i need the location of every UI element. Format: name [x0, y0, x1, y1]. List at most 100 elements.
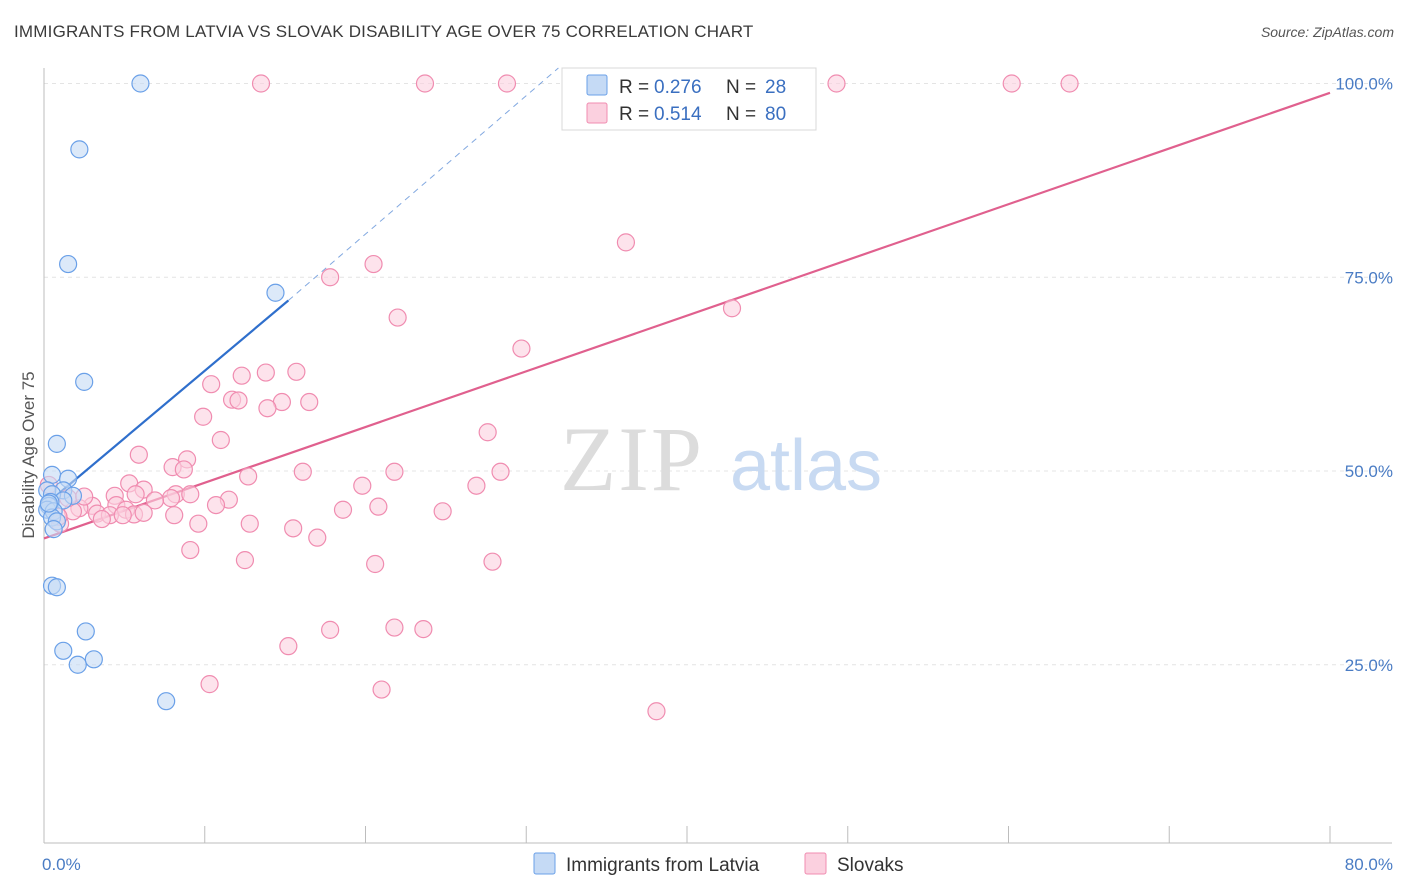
point-1-21 [258, 399, 277, 418]
point-0-4 [75, 372, 94, 391]
point-1-28 [174, 460, 193, 479]
point-1-61 [240, 514, 259, 533]
point-1-12 [512, 339, 531, 358]
point-1-62 [284, 519, 303, 538]
point-1-31 [491, 462, 510, 481]
point-1-5 [1002, 74, 1021, 93]
point-0-2 [59, 254, 78, 274]
point-1-9 [321, 268, 340, 287]
axes [43, 68, 1392, 844]
point-1-35 [467, 476, 486, 495]
point-1-1 [415, 74, 435, 93]
point-0-25 [68, 655, 87, 674]
trend-line-0 [43, 299, 290, 507]
y-tick-label-2: 75.0% [1345, 268, 1393, 287]
x-tick-labels: 0.0% 80.0% [42, 855, 1393, 874]
point-1-11 [722, 299, 742, 318]
point-1-2 [497, 74, 517, 93]
point-1-8 [364, 254, 383, 274]
point-1-37 [126, 485, 145, 504]
legend-r-value-latvia: 0.276 [654, 77, 702, 98]
point-1-70 [321, 620, 340, 639]
point-1-71 [385, 618, 404, 637]
point-0-5 [47, 434, 66, 453]
point-1-74 [200, 675, 219, 694]
point-0-19 [44, 520, 63, 539]
point-1-56 [113, 506, 132, 525]
point-1-58 [92, 509, 111, 529]
point-1-22 [194, 407, 213, 426]
legend-swatch-slovaks [586, 102, 608, 124]
point-0-21 [47, 578, 66, 597]
point-1-34 [353, 476, 372, 495]
point-1-32 [239, 467, 258, 486]
legend-n-label-slovaks: N = [726, 104, 756, 125]
bottom-legend-label-slovaks: Slovaks [837, 855, 904, 876]
legend-r-label-latvia: R = [619, 77, 649, 98]
point-0-27 [39, 494, 58, 513]
point-1-72 [414, 619, 433, 639]
point-1-14 [287, 362, 306, 381]
y-axis-label: Disability Age Over 75 [19, 371, 38, 538]
point-1-7 [616, 233, 636, 252]
y-tick-label-0: 25.0% [1345, 656, 1393, 675]
trend-line-1 [43, 91, 1331, 540]
point-0-0 [131, 74, 150, 93]
series-latvia-points [38, 74, 285, 711]
point-1-75 [372, 680, 391, 699]
point-1-63 [308, 528, 327, 547]
legend-n-value-slovaks: 80 [765, 104, 786, 125]
chart-title: IMMIGRANTS FROM LATVIA VS SLOVAK DISABIL… [14, 22, 754, 41]
point-1-4 [827, 74, 846, 93]
point-1-24 [211, 430, 230, 450]
point-0-24 [84, 650, 103, 669]
trend-lines [43, 67, 1331, 540]
bottom-legend: Immigrants from Latvia Slovaks [533, 852, 904, 876]
point-1-30 [385, 462, 404, 481]
point-1-59 [134, 503, 153, 522]
point-1-23 [478, 423, 497, 442]
point-1-40 [161, 489, 181, 508]
point-1-10 [388, 308, 407, 327]
legend: R = 0.276 N = 28 R = 0.514 N = 80 [561, 67, 817, 131]
legend-n-value-latvia: 28 [765, 77, 786, 98]
legend-r-label-slovaks: R = [619, 104, 649, 125]
source-label: Source: ZipAtlas.com [1260, 24, 1394, 40]
x-tick-label-1: 80.0% [1345, 855, 1393, 874]
y-tick-labels: 25.0% 50.0% 75.0% 100.0% [1335, 75, 1393, 675]
point-1-60 [189, 514, 208, 533]
legend-n-label-latvia: N = [726, 77, 756, 98]
point-1-0 [251, 74, 271, 93]
point-1-50 [333, 500, 353, 519]
point-1-68 [366, 554, 385, 574]
point-1-29 [293, 462, 312, 481]
series-slovaks-points [39, 74, 1079, 721]
point-1-16 [232, 366, 251, 385]
bottom-legend-swatch-latvia [533, 852, 556, 875]
point-1-66 [181, 540, 200, 560]
point-1-42 [145, 491, 165, 510]
point-1-39 [181, 485, 200, 504]
point-1-52 [433, 502, 452, 521]
point-1-6 [1060, 74, 1079, 93]
y-tick-label-3: 100.0% [1335, 75, 1393, 94]
point-0-22 [76, 622, 95, 641]
point-0-6 [42, 465, 62, 484]
legend-swatch-latvia [586, 74, 608, 96]
point-1-25 [129, 445, 148, 464]
watermark: ZIP atlas [560, 408, 882, 510]
point-1-73 [279, 637, 298, 656]
point-1-20 [300, 392, 319, 412]
y-tick-label-1: 50.0% [1345, 462, 1393, 481]
point-1-76 [647, 702, 666, 721]
watermark-atlas: atlas [730, 426, 882, 506]
x-tick-label-0: 0.0% [42, 855, 81, 874]
legend-r-value-slovaks: 0.514 [654, 104, 702, 125]
x-ticks [43, 826, 1331, 843]
point-0-26 [157, 692, 176, 711]
point-1-67 [235, 551, 255, 570]
bottom-legend-swatch-slovaks [804, 852, 827, 875]
point-0-1 [70, 140, 89, 159]
point-1-51 [369, 497, 388, 516]
